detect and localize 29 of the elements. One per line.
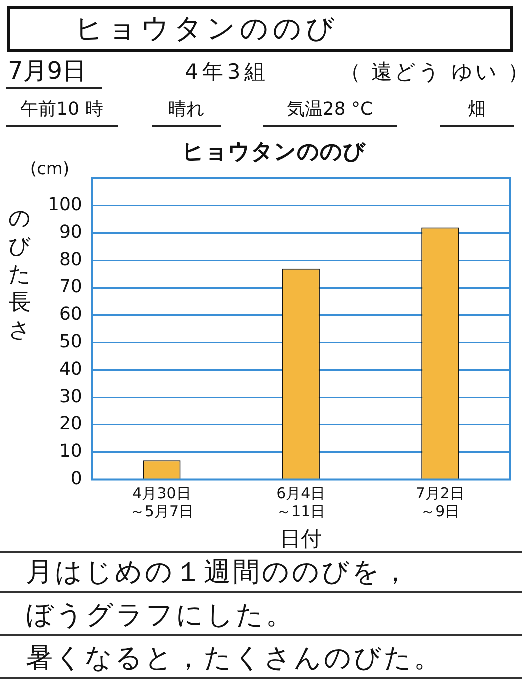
y-tick-label: 50	[59, 331, 82, 352]
y-tick-label: 40	[59, 358, 82, 380]
text: 午前10 時	[6, 97, 118, 127]
y-axis-title: のびた長さ	[8, 206, 32, 344]
x-tick-label: 6月4日～11日	[276, 484, 326, 521]
y-tick-label: 90	[59, 222, 82, 243]
text: （ 遠どう ゆい ）	[340, 59, 522, 86]
text: ヒョウタンののび	[7, 6, 513, 52]
y-tick-label: 20	[59, 414, 82, 435]
text: 畑	[440, 97, 514, 127]
y-tick-label: 80	[59, 249, 82, 270]
y-tick-label: 10	[59, 441, 82, 462]
text: 暑くなると，たくさんのびた。	[0, 639, 522, 679]
text: (cm)	[30, 159, 70, 180]
text: 晴れ	[152, 97, 221, 127]
x-axis-title: 日付	[280, 526, 322, 551]
text: 気温28 °C	[263, 97, 397, 127]
y-tick-label: 70	[59, 276, 82, 298]
y-tick-label: 30	[59, 386, 82, 408]
y-tick-label: 60	[59, 304, 82, 326]
chart-title: ヒョウタンののび	[182, 140, 366, 165]
text: 4年3組	[185, 59, 270, 86]
text: 月はじめの１週間ののびを，	[0, 553, 522, 593]
text: ぼうグラフにした。	[0, 596, 522, 636]
text: 7月9日	[6, 55, 102, 89]
y-tick-label: 0	[70, 468, 82, 490]
x-tick-label: 7月2日～9日	[416, 484, 465, 521]
y-tick-label: 100	[48, 194, 82, 216]
x-tick-label: 4月30日～5月7日	[130, 484, 194, 521]
